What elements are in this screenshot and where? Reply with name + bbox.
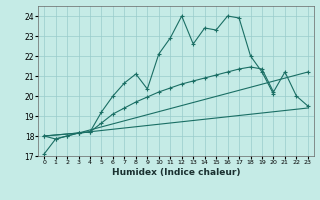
X-axis label: Humidex (Indice chaleur): Humidex (Indice chaleur): [112, 168, 240, 177]
